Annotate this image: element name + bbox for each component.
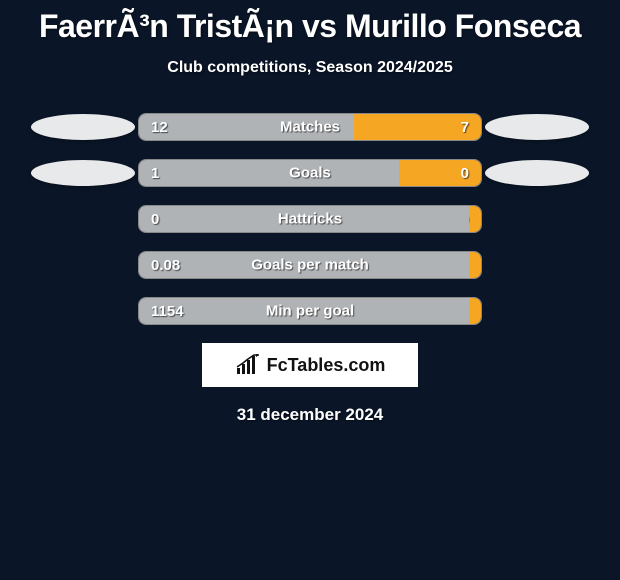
left-portrait-slot (28, 160, 138, 186)
player-portrait-right (485, 114, 589, 140)
stat-bar: 10Goals (138, 159, 482, 187)
stat-bar-left: 12 (139, 114, 354, 140)
stat-row: 1154Min per goal (0, 297, 620, 325)
stat-row: 0.08Goals per match (0, 251, 620, 279)
stat-bar: 0.08Goals per match (138, 251, 482, 279)
stats-area: 127Matches10Goals00Hattricks0.08Goals pe… (0, 113, 620, 325)
player-portrait-left (31, 160, 135, 186)
stat-row: 10Goals (0, 159, 620, 187)
stat-right-value: 0 (461, 165, 469, 182)
stat-left-value: 1 (151, 165, 159, 182)
stat-bar-left: 1154 (139, 298, 469, 324)
stat-left-value: 0.08 (151, 257, 180, 274)
stat-row: 00Hattricks (0, 205, 620, 233)
player-portrait-right (485, 160, 589, 186)
stat-bar: 127Matches (138, 113, 482, 141)
stat-right-value: 7 (461, 119, 469, 136)
stat-bar-right: 7 (354, 114, 481, 140)
stat-bar-left: 0 (139, 206, 469, 232)
stat-bar-right: 0 (399, 160, 481, 186)
stat-row: 127Matches (0, 113, 620, 141)
stat-bar-right (469, 252, 481, 278)
stat-bar-right: 0 (469, 206, 481, 232)
stat-left-value: 12 (151, 119, 168, 136)
stat-bar: 00Hattricks (138, 205, 482, 233)
stat-bar-left: 1 (139, 160, 399, 186)
subtitle: Club competitions, Season 2024/2025 (0, 59, 620, 77)
brand-box[interactable]: FcTables.com (202, 343, 418, 387)
right-portrait-slot (482, 160, 592, 186)
stat-bar-right (469, 298, 481, 324)
right-portrait-slot (482, 114, 592, 140)
page-title: FaerrÃ³n TristÃ¡n vs Murillo Fonseca (0, 0, 620, 45)
date-line: 31 december 2024 (0, 405, 620, 425)
stat-bar: 1154Min per goal (138, 297, 482, 325)
stat-left-value: 1154 (151, 303, 184, 320)
brand-text: FcTables.com (267, 355, 386, 376)
stat-left-value: 0 (151, 211, 159, 228)
left-portrait-slot (28, 114, 138, 140)
player-portrait-left (31, 114, 135, 140)
stat-bar-left: 0.08 (139, 252, 469, 278)
chart-icon (235, 354, 261, 376)
